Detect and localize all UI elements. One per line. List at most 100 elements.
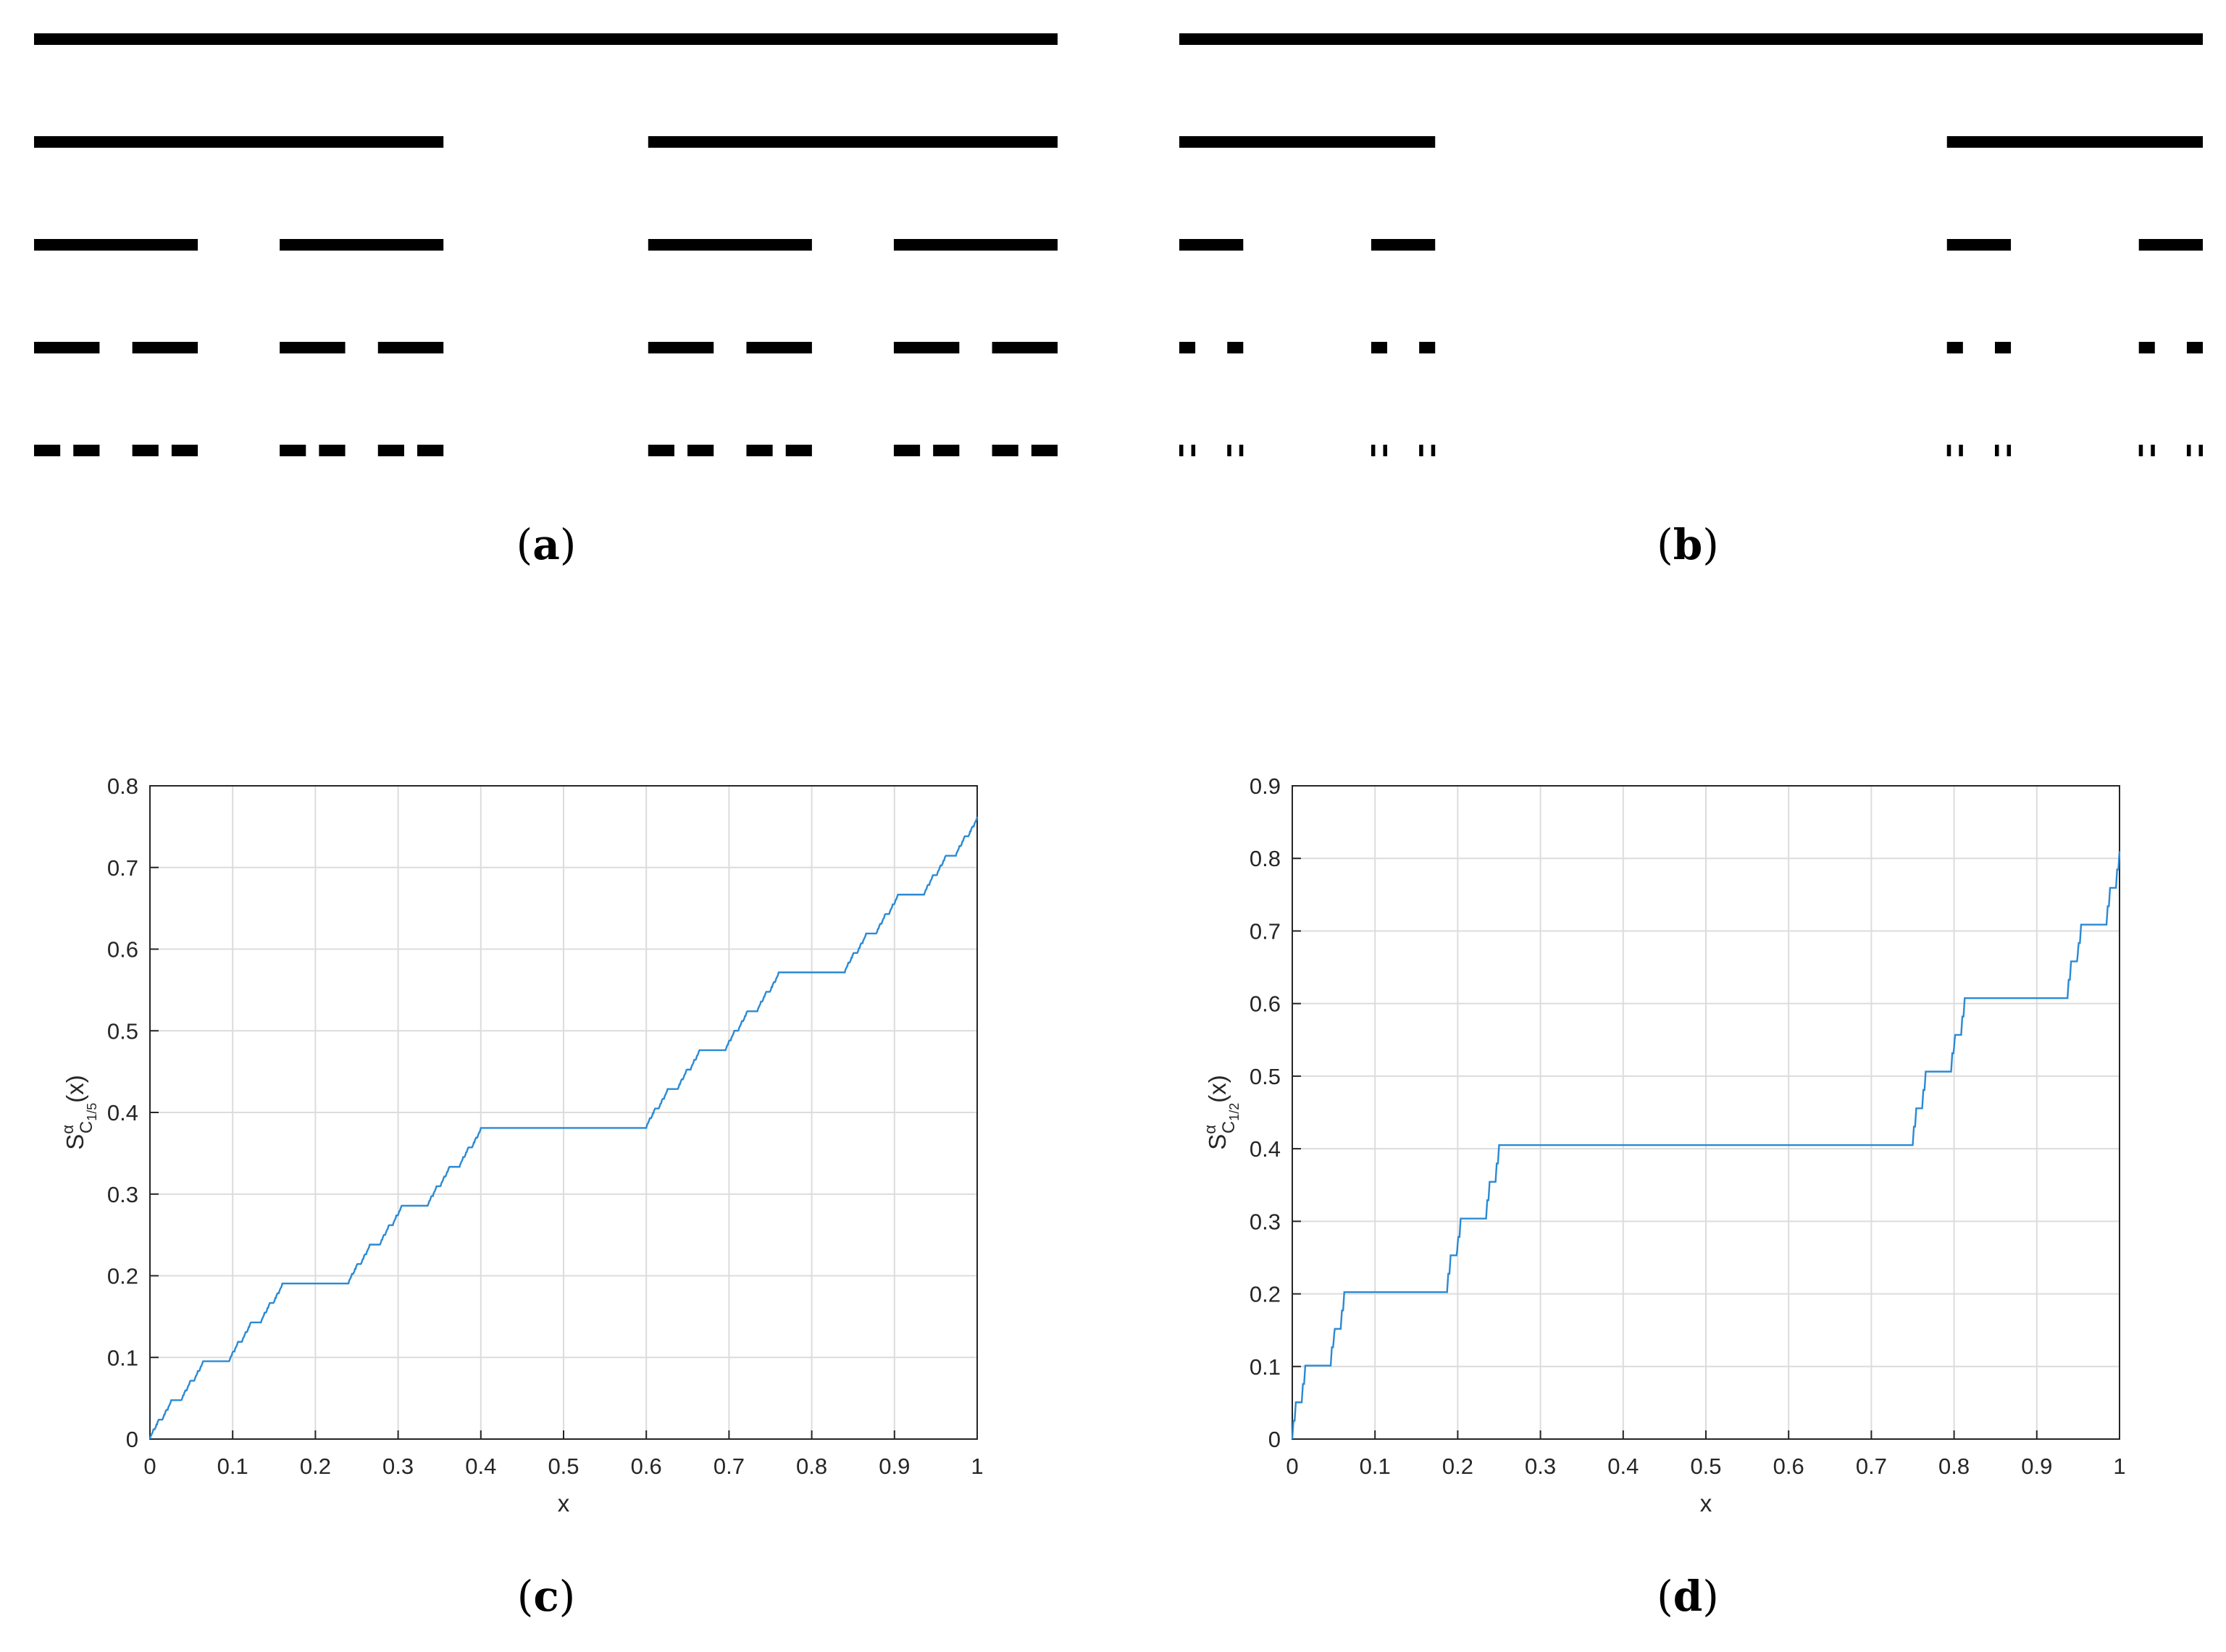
y-axis-label: SαC1/2(x) [1201,1075,1242,1150]
cantor-segment [1431,445,1436,456]
cantor-level-0 [34,33,1058,45]
cantor-segment [280,445,306,456]
cantor-segment [648,239,812,251]
cantor-level-4 [34,445,1058,456]
chart-d: 0 0.1 0.2 0.3 0.4 0.5 0.6 0.7 0.8 0.9 1 0 0.1 0.2 0.3 0… [1201,773,2126,1517]
cantor-segment [2138,239,2203,251]
x-tick-label: 1 [2113,1454,2125,1479]
cantor-segment [1371,445,1376,456]
x-tick-label: 0.5 [1690,1454,1721,1479]
cantor-segment [1371,239,1436,251]
cantor-segment [34,342,100,353]
cantor-level-2 [1179,239,2203,251]
cantor-segment [171,445,198,456]
cantor-level-4 [1179,445,2203,456]
cantor-set-b [1179,33,2203,456]
y-tick-label: 0.5 [107,1018,138,1044]
chart-c: 0 0.1 0.2 0.3 0.4 0.5 0.6 0.7 0.8 0.9 1 0 0.1 0.2 0.3 0… [59,773,984,1517]
y-tick-label: 0.3 [1250,1209,1281,1234]
x-tick-label: 0.7 [1856,1454,1887,1479]
y-tick-label: 0.7 [1250,918,1281,944]
cantor-segment [1371,342,1388,353]
y-tick-label: 0.8 [107,773,138,799]
cantor-segment [1959,445,1963,456]
cantor-segment [1179,33,2203,45]
cantor-segment [746,445,773,456]
curve-series [148,816,979,1440]
cantor-segment [34,239,198,251]
x-tick-label: 0.3 [1525,1454,1556,1479]
x-tick-label: 0.8 [796,1454,827,1479]
x-tick-label: 0.2 [1442,1454,1473,1479]
cantor-segment [280,239,444,251]
grid [1292,785,2120,1440]
x-tick-label: 0.4 [465,1454,496,1479]
cantor-segment [1227,445,1231,456]
y-tick-label: 0.6 [1250,991,1281,1017]
cantor-segment [1179,136,1436,148]
x-tick-label: 0.6 [1773,1454,1804,1479]
y-tick-label: 0.4 [1250,1136,1281,1162]
cantor-segment [132,342,198,353]
y-tick-label: 0.8 [1250,846,1281,871]
y-tick-label: 0 [1268,1427,1281,1452]
cantor-level-2 [34,239,1058,251]
x-axis-label: x [558,1490,570,1517]
panel-label-c: (c) [516,1572,576,1621]
x-tick-label: 0.2 [300,1454,331,1479]
cantor-level-0 [1179,33,2203,45]
cantor-segment [1239,445,1244,456]
cantor-segment [648,342,714,353]
cantor-segment [893,239,1058,251]
y-tick-label: 0.2 [107,1264,138,1289]
x-tick-label: 0.1 [1360,1454,1391,1479]
x-tick-label: 0 [1286,1454,1298,1479]
cantor-segment [1994,342,2012,353]
cantor-segment [73,445,100,456]
cantor-segment [1946,239,2012,251]
cantor-segment [34,136,444,148]
cantor-segment [417,445,444,456]
x-tick-label: 0.1 [217,1454,248,1479]
cantor-segment [377,342,444,353]
cantor-segment [1383,445,1388,456]
cantor-segment [377,445,404,456]
x-tick-label: 0.9 [879,1454,910,1479]
x-tick-label: 0 [143,1454,156,1479]
grid [149,785,978,1440]
y-tick-label: 0.3 [107,1182,138,1207]
cantor-set-a [34,33,1058,456]
cantor-segment [34,33,1058,45]
x-tick-label: 0.3 [382,1454,414,1479]
y-tick-label: 0.4 [107,1100,138,1125]
cantor-level-3 [1179,342,2203,353]
cantor-segment [1179,445,1184,456]
panel-label-a: (a) [516,520,577,569]
cantor-segment [1031,445,1058,456]
cantor-segment [992,445,1018,456]
panel-label-b: (b) [1657,520,1719,569]
cantor-segment [1227,342,1244,353]
cantor-segment [648,445,674,456]
cantor-segment [132,445,159,456]
y-tick-label: 0.9 [1250,773,1281,799]
cantor-segment [893,342,960,353]
cantor-level-1 [1179,136,2203,148]
cantor-segment [687,445,714,456]
x-tick-label: 0.6 [631,1454,662,1479]
x-tick-label: 0.5 [548,1454,579,1479]
cantor-segment [785,445,812,456]
x-axis-label: x [1700,1490,1712,1517]
cantor-segment [933,445,960,456]
y-tick-label: 0.5 [1250,1064,1281,1089]
cantor-segment [1179,342,1196,353]
cantor-segment [1419,342,1436,353]
y-tick-label: 0.2 [1250,1282,1281,1307]
y-tick-label: 0.1 [1250,1354,1281,1380]
cantor-segment [992,342,1058,353]
y-tick-label: 0.1 [107,1345,138,1370]
cantor-segment [1191,445,1196,456]
y-tick-label: 0 [126,1427,138,1452]
cantor-segment [2007,445,2012,456]
y-tick-label: 0.7 [107,855,138,881]
